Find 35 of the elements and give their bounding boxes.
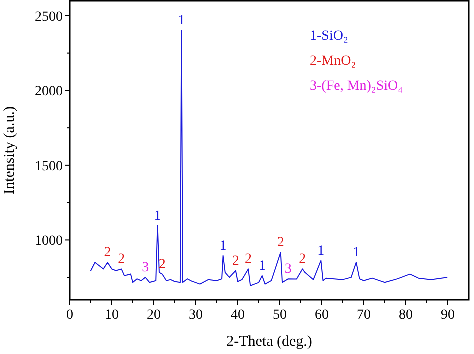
annotation: 1 — [178, 14, 186, 29]
x-tick-label: 70 — [357, 308, 371, 323]
annotation: 3 — [142, 260, 150, 276]
annotation: 1 — [154, 208, 162, 224]
annotation: 1 — [318, 244, 325, 259]
y-tick-label: 2000 — [35, 84, 63, 100]
annotation: 2 — [104, 246, 112, 261]
annotation: 1-SiO₂ — [310, 29, 348, 44]
annotation: 2-MnO₂ — [310, 54, 356, 69]
x-tick-label: 0 — [66, 308, 74, 323]
annotation: 1 — [352, 246, 360, 261]
x-tick-label: 10 — [105, 308, 119, 323]
annotation: 2 — [277, 236, 284, 251]
y-tick-label: 2500 — [35, 10, 63, 25]
x-tick-label: 30 — [189, 308, 203, 323]
y-tick-label: 1000 — [35, 234, 63, 250]
x-tick-label: 60 — [315, 308, 329, 323]
annotation: 1 — [220, 238, 227, 254]
x-axis-title: 2-Theta (deg.) — [226, 334, 312, 350]
annotation: 2 — [118, 252, 126, 268]
annotation: 2 — [299, 252, 306, 268]
x-tick-label: 40 — [231, 308, 245, 323]
line-series — [90, 30, 448, 286]
annotation: 3-(Fe, Mn)₂SiO₄ — [310, 79, 404, 94]
x-tick-label: 20 — [147, 308, 161, 323]
x-tick-label: 90 — [441, 308, 455, 323]
annotation: 2 — [232, 254, 240, 269]
annotation: 2 — [158, 257, 166, 272]
annotation: 1 — [258, 258, 266, 274]
annotation: 3 — [284, 262, 292, 278]
x-tick-label: 50 — [273, 308, 287, 323]
x-tick-label: 80 — [399, 308, 413, 323]
annotation: 2 — [245, 252, 252, 268]
y-tick-label: 1500 — [35, 159, 63, 174]
y-axis-title: Intensity (a.u.) — [2, 106, 18, 194]
